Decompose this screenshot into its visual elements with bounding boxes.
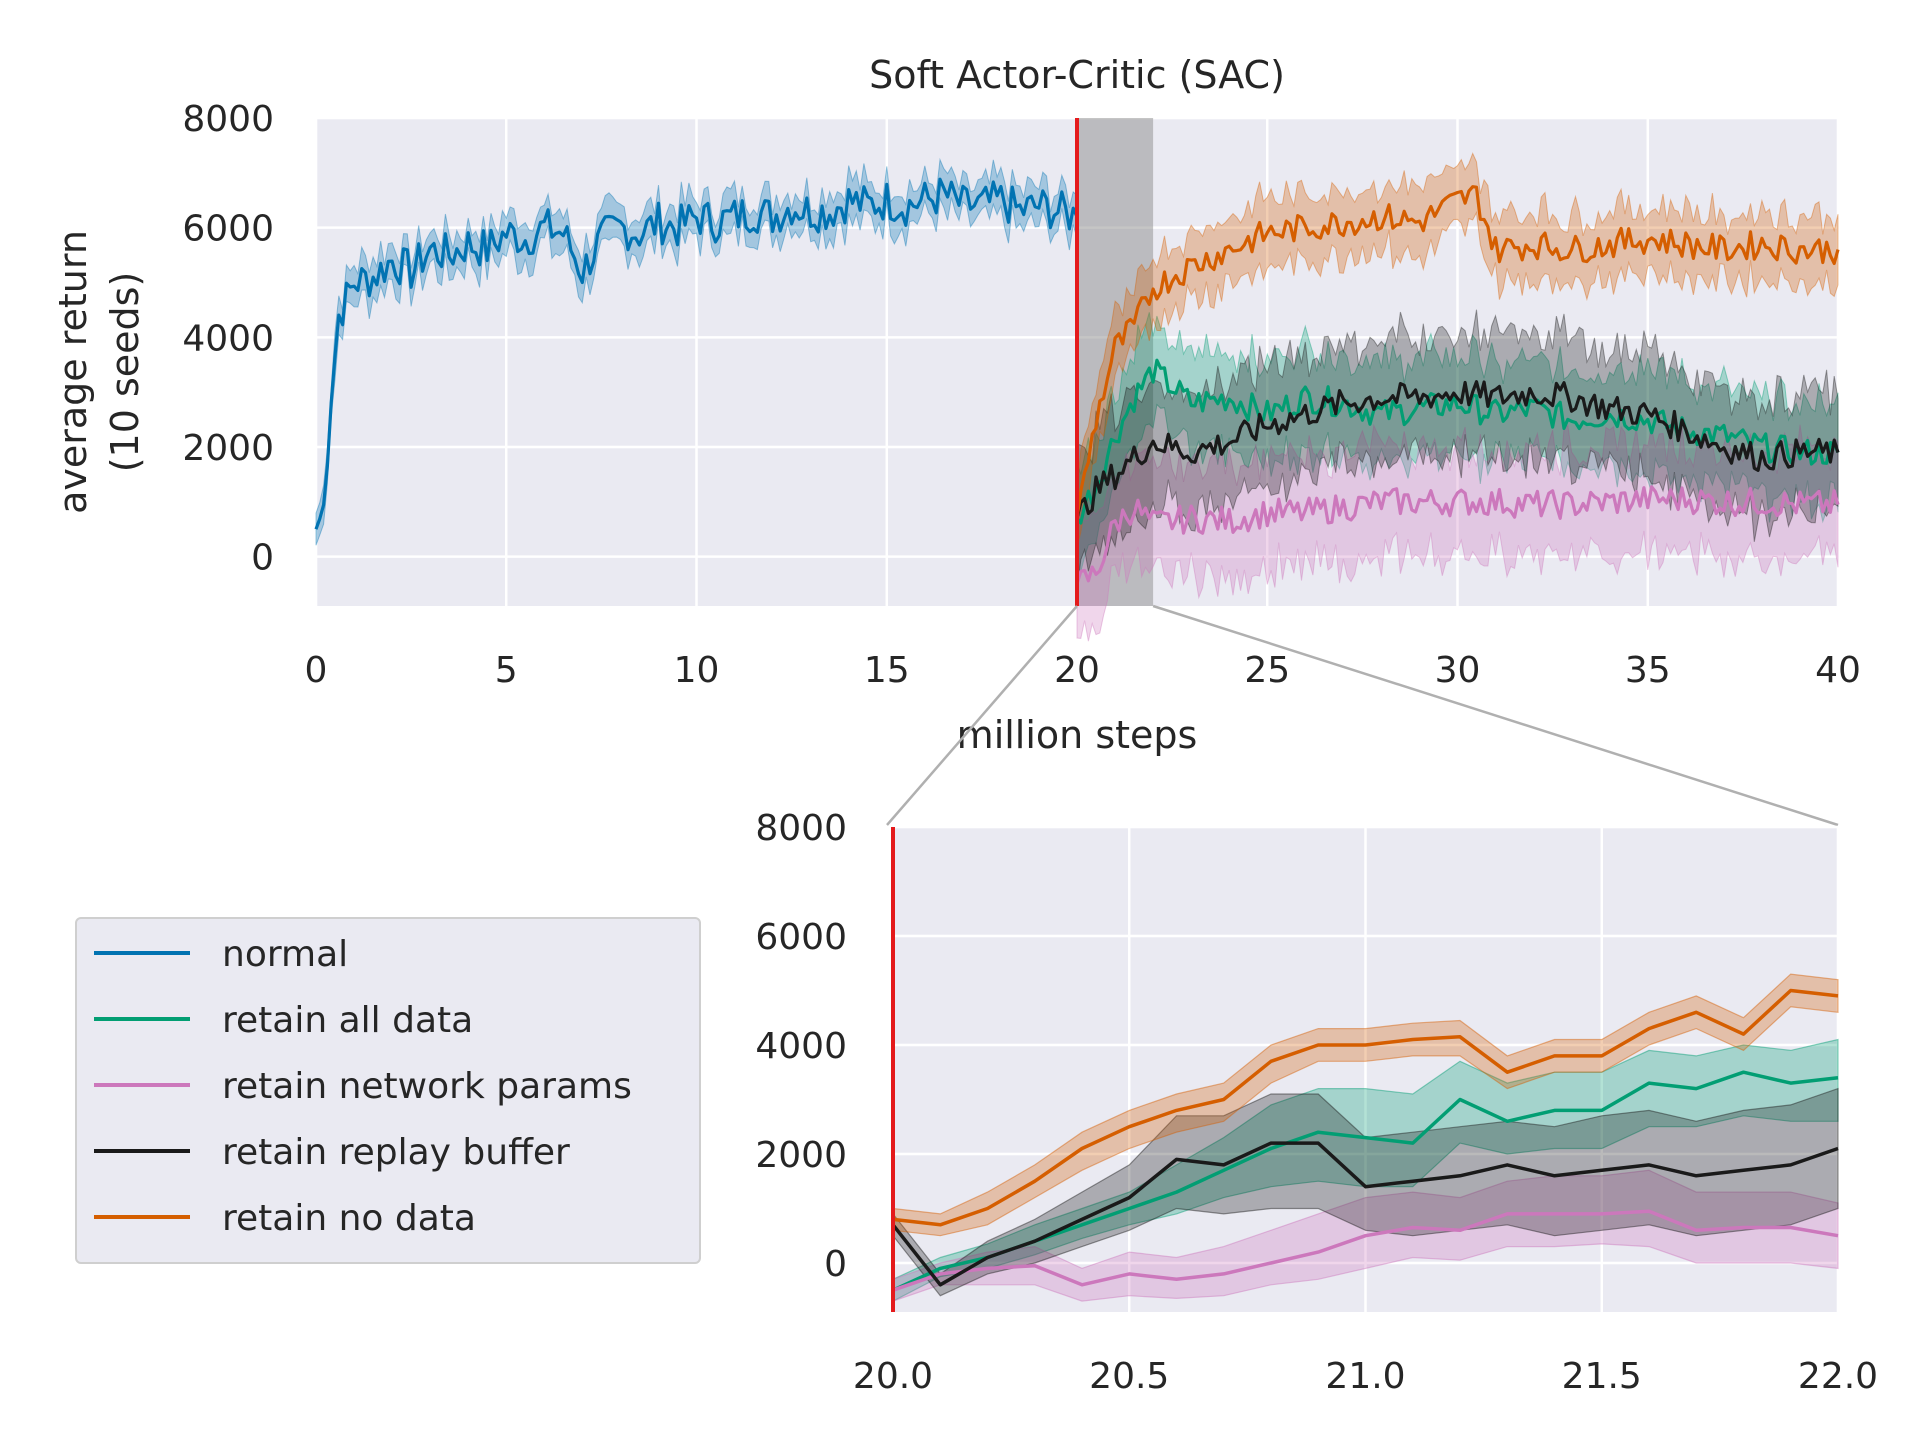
connector-left bbox=[886, 605, 1078, 826]
main-line-3 bbox=[1075, 380, 1840, 519]
main-y-tick-3: 6000 bbox=[182, 209, 274, 250]
legend-label-1: retain all data bbox=[222, 1000, 473, 1041]
inset-x-tick-3: 21.5 bbox=[1562, 1356, 1642, 1397]
main-x-tick-labels: 0 5 10 15 20 25 30 35 40 bbox=[305, 650, 1861, 691]
legend: normal retain all data retain network para… bbox=[75, 917, 701, 1264]
main-x-tick-3: 15 bbox=[864, 650, 910, 691]
main-x-tick-4: 20 bbox=[1054, 650, 1100, 691]
y-axis-label-line-1: average return bbox=[51, 230, 95, 514]
main-y-tick-1: 2000 bbox=[182, 428, 274, 469]
zoom-connector-lines bbox=[886, 604, 1839, 827]
inset-x-tick-1: 20.5 bbox=[1089, 1356, 1169, 1397]
legend-label-3: retain replay buffer bbox=[222, 1132, 570, 1173]
main-band-4 bbox=[1076, 152, 1839, 548]
x-axis-label: million steps bbox=[957, 713, 1198, 757]
legend-label-4: retain no data bbox=[222, 1198, 476, 1239]
inset-line-1 bbox=[892, 1209, 1839, 1292]
main-x-tick-5: 25 bbox=[1244, 650, 1290, 691]
main-y-tick-labels: 0 2000 4000 6000 8000 bbox=[182, 99, 274, 579]
inset-y-tick-2: 4000 bbox=[755, 1026, 847, 1067]
inset-y-tick-1: 2000 bbox=[755, 1135, 847, 1176]
legend-label-0: normal bbox=[222, 934, 348, 975]
legend-box bbox=[75, 917, 701, 1264]
y-axis-label-line-2: (10 seeds) bbox=[103, 272, 147, 473]
inset-x-tick-2: 21.0 bbox=[1325, 1356, 1405, 1397]
main-x-tick-7: 35 bbox=[1625, 650, 1671, 691]
main-plot: 0 5 10 15 20 25 30 35 40 0 2000 4000 6000 8000 Soft … bbox=[51, 53, 1861, 757]
inset-line-2 bbox=[891, 1141, 1839, 1287]
main-x-tick-2: 10 bbox=[674, 650, 720, 691]
main-line-2 bbox=[1075, 485, 1840, 585]
main-x-tick-6: 30 bbox=[1435, 650, 1481, 691]
main-line-4 bbox=[1075, 185, 1840, 519]
inset-y-tick-0: 0 bbox=[824, 1244, 847, 1285]
inset-band-3 bbox=[892, 973, 1839, 1237]
inset-x-tick-labels: 20.0 20.5 21.0 21.5 22.0 bbox=[853, 1356, 1878, 1397]
main-band-1 bbox=[1076, 312, 1839, 577]
main-line-0 bbox=[314, 177, 1079, 530]
main-x-tick-8: 40 bbox=[1815, 650, 1861, 691]
main-x-tick-0: 0 bbox=[305, 650, 328, 691]
inset-y-tick-labels: 0 2000 4000 6000 8000 bbox=[755, 808, 847, 1285]
inset-band-2 bbox=[892, 1087, 1839, 1297]
inset-plot: 20.0 20.5 21.0 21.5 22.0 0 2000 4000 6000 8000 bbox=[755, 808, 1878, 1397]
main-x-tick-1: 5 bbox=[495, 650, 518, 691]
main-bands bbox=[315, 152, 1839, 642]
inset-band-0 bbox=[892, 1038, 1839, 1303]
main-y-tick-4: 8000 bbox=[182, 99, 274, 140]
inset-lines bbox=[891, 988, 1839, 1292]
inset-y-tick-3: 6000 bbox=[755, 917, 847, 958]
main-line-1 bbox=[1075, 358, 1840, 525]
main-band-2 bbox=[1076, 423, 1839, 642]
main-y-tick-2: 4000 bbox=[182, 318, 274, 359]
inset-x-tick-0: 20.0 bbox=[853, 1356, 933, 1397]
main-y-tick-0: 0 bbox=[251, 538, 274, 579]
main-lines bbox=[314, 177, 1840, 585]
inset-x-tick-4: 22.0 bbox=[1798, 1356, 1878, 1397]
connector-right bbox=[1152, 604, 1839, 827]
inset-line-3 bbox=[892, 988, 1839, 1227]
legend-label-2: retain network params bbox=[222, 1066, 632, 1107]
inset-y-tick-4: 8000 bbox=[755, 808, 847, 849]
main-band-3 bbox=[1076, 309, 1839, 593]
chart-title: Soft Actor-Critic (SAC) bbox=[869, 53, 1285, 97]
